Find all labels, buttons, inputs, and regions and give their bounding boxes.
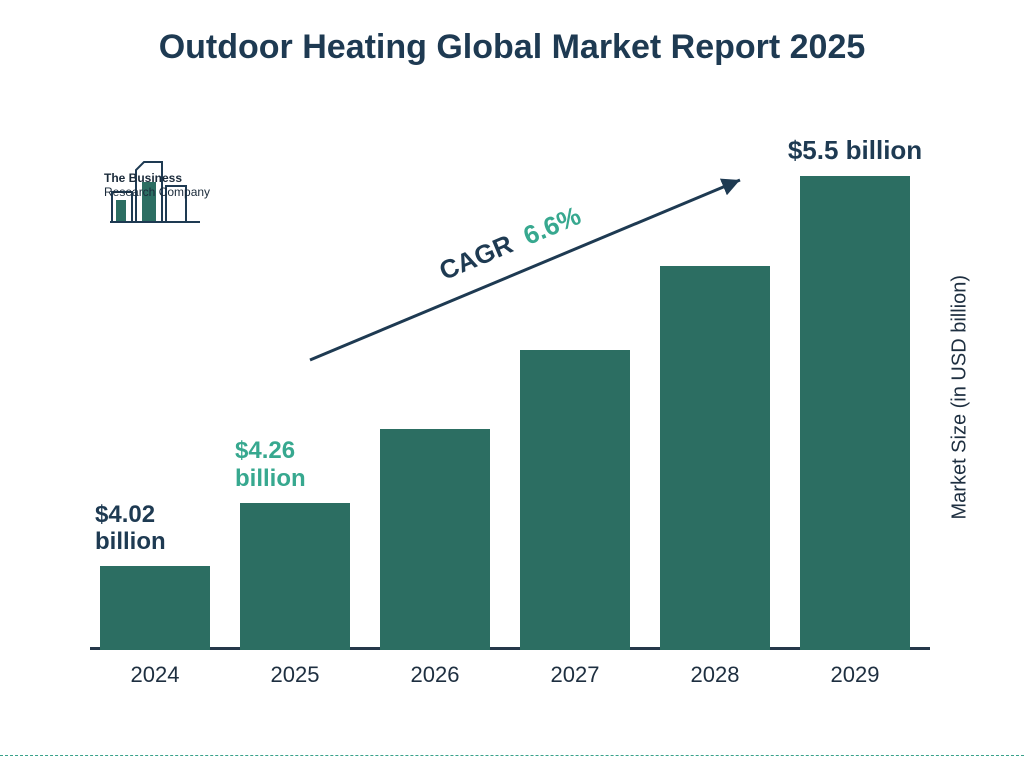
- y-axis-title: Market Size (in USD billion): [949, 280, 972, 520]
- cagr-annotation: CAGR 6.6%: [0, 0, 1024, 768]
- trend-arrow-icon: [0, 0, 1024, 768]
- footer-divider: [0, 755, 1024, 756]
- chart-canvas: Outdoor Heating Global Market Report 202…: [0, 0, 1024, 768]
